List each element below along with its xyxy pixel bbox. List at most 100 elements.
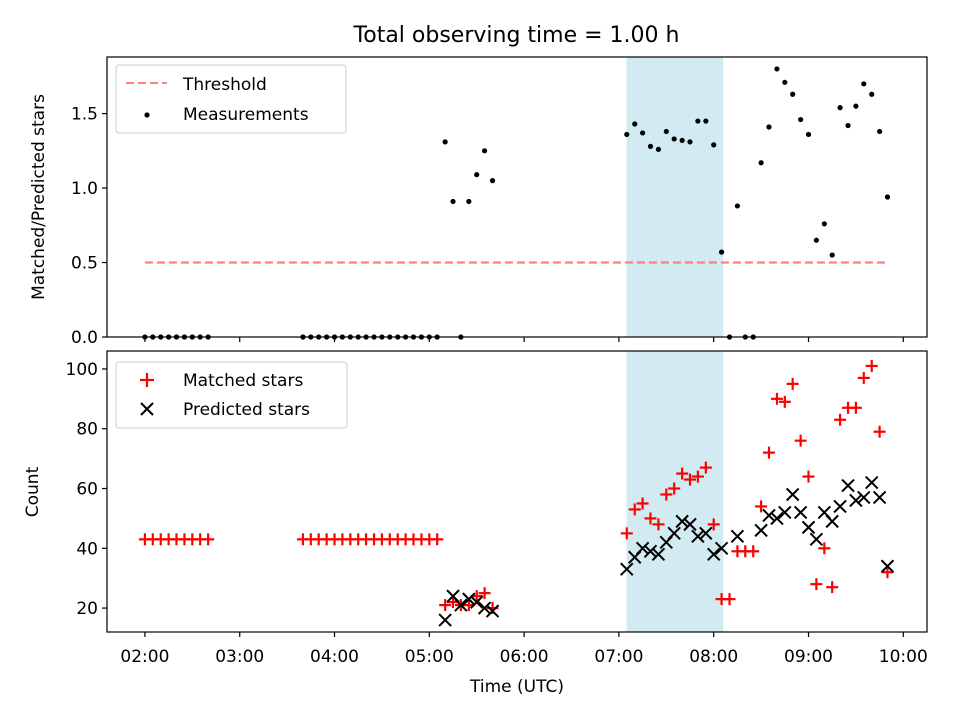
- predicted-star-point: [793, 505, 808, 520]
- measurement-point: [813, 237, 819, 243]
- y-tick-label: 60: [76, 480, 98, 500]
- bottom-x-axis: 02:00 03:00 04:00 05:00 06:00 07:00 08:00 09:00…: [120, 632, 928, 667]
- predicted-star-point: [857, 490, 871, 505]
- predicted-star-point: [454, 598, 468, 612]
- top-legend: Threshold Measurements: [115, 64, 347, 134]
- matched-star-point: [778, 395, 791, 408]
- predicted-star-point: [825, 514, 839, 529]
- measurement-point: [853, 103, 859, 109]
- chart-title: Total observing time = 1.00 h: [353, 23, 680, 48]
- measurement-point: [798, 116, 804, 123]
- matched-star-point: [652, 518, 665, 531]
- predicted-star-point: [477, 601, 492, 615]
- measurement-point: [884, 194, 891, 200]
- predicted-star-point: [691, 529, 705, 544]
- x-tick-label: 04:00: [310, 647, 359, 667]
- bottom-plot-frame: [106, 350, 928, 633]
- predicted-star-point: [785, 487, 800, 502]
- predicted-star-point: [880, 559, 895, 573]
- predicted-star-point: [699, 526, 713, 541]
- matched-star-point: [676, 467, 689, 480]
- predicted-star-point: [770, 511, 784, 526]
- legend-matched-swatch: [140, 373, 154, 387]
- matched-star-point: [439, 599, 452, 612]
- legend-threshold-label: Threshold: [182, 75, 267, 95]
- measurement-point: [632, 121, 638, 127]
- measurement-point: [829, 252, 835, 258]
- predicted-star-point: [849, 493, 863, 508]
- predicted-star-point: [872, 490, 887, 505]
- predicted-star-point: [730, 529, 745, 544]
- matched-star-point: [707, 518, 720, 531]
- matched-star-point: [873, 425, 886, 438]
- legend-predicted-label: Predicted stars: [183, 400, 310, 420]
- matched-star-point: [478, 587, 491, 600]
- top-points-layer: [142, 66, 891, 340]
- measurement-point: [647, 143, 654, 149]
- x-tick-label: 10:00: [879, 647, 928, 667]
- x-tick-label: 02:00: [120, 647, 169, 667]
- measurement-point: [450, 198, 456, 205]
- legend-predicted-swatch: [140, 402, 154, 416]
- measurement-point: [790, 91, 796, 97]
- predicted-star-point: [620, 562, 634, 576]
- top-y-axis: 0.0 0.5 1.0 1.5: [71, 105, 107, 348]
- matched-star-point: [620, 527, 633, 540]
- bottom-points-layer: [138, 359, 895, 627]
- y-tick-label: 1.5: [71, 105, 98, 125]
- measurement-point: [861, 81, 867, 87]
- measurement-point: [805, 131, 812, 138]
- matched-star-point: [786, 377, 799, 390]
- predicted-star-point: [714, 541, 729, 556]
- x-tick-label: 03:00: [215, 647, 264, 667]
- measurement-point: [703, 118, 709, 124]
- y-tick-label: 40: [76, 539, 98, 559]
- matched-star-point: [723, 593, 736, 606]
- x-axis-label: Time (UTC): [469, 677, 564, 697]
- predicted-star-point: [675, 514, 689, 529]
- matched-star-point: [794, 434, 807, 447]
- top-panel: 0.0 0.5 1.0 1.5 Matched/Predicted stars Thr…: [29, 56, 928, 348]
- matched-star-point: [431, 533, 444, 546]
- measurement-point: [466, 198, 472, 205]
- predicted-star-point: [683, 517, 697, 532]
- predicted-star-point: [635, 541, 650, 556]
- measurement-point: [837, 105, 843, 111]
- predicted-star-point: [801, 520, 816, 535]
- y-tick-label: 0.0: [71, 328, 98, 348]
- top-highlight-span: [626, 57, 724, 337]
- top-plot-frame: [106, 56, 928, 338]
- matched-star-point: [644, 512, 657, 525]
- predicted-star-point: [485, 604, 500, 618]
- y-tick-label: 0.5: [71, 254, 98, 274]
- y-tick-label: 80: [76, 420, 98, 440]
- measurement-point: [695, 118, 701, 124]
- measurement-point: [718, 249, 725, 255]
- measurement-point: [734, 203, 741, 209]
- matched-star-point: [747, 545, 760, 558]
- measurement-point: [489, 178, 496, 184]
- measurement-point: [481, 148, 488, 154]
- matched-star-point: [810, 578, 823, 591]
- measurement-point: [679, 137, 685, 144]
- predicted-star-point: [651, 547, 666, 561]
- matched-star-point: [699, 461, 712, 474]
- x-tick-label: 07:00: [594, 647, 643, 667]
- matched-star-point: [202, 533, 215, 546]
- predicted-star-point: [643, 544, 658, 558]
- matched-star-point: [826, 581, 839, 594]
- measurement-point: [442, 139, 448, 145]
- legend-measurements-swatch: [144, 112, 150, 118]
- matched-star-point: [755, 500, 768, 513]
- bottom-panel: 20 40 60 80 100 02:00 03:00 04:00 05:00 06:00 07:…: [23, 350, 928, 697]
- matched-star-point: [857, 371, 870, 384]
- matched-star-point: [849, 401, 862, 414]
- top-y-axis-label: Matched/Predicted stars: [29, 94, 49, 300]
- legend-matched-label: Matched stars: [183, 371, 303, 391]
- bottom-legend-box: [115, 361, 348, 429]
- matched-star-point: [628, 503, 641, 516]
- measurement-point: [845, 122, 851, 129]
- predicted-star-point: [754, 523, 768, 538]
- measurement-point: [766, 124, 772, 130]
